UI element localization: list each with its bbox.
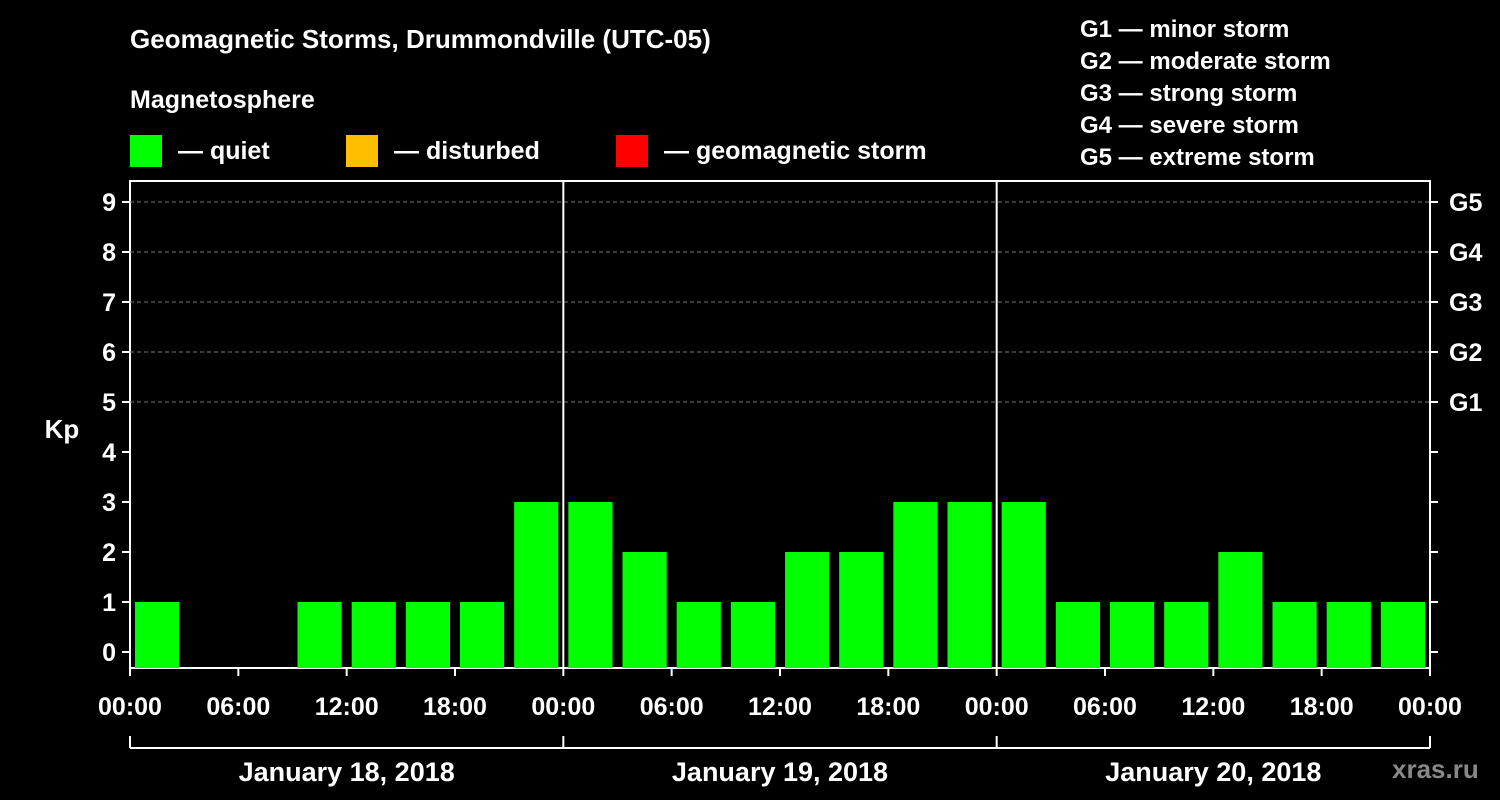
right-label-g4: G4: [1449, 239, 1482, 267]
storm-scale-g2: G2 — moderate storm: [1080, 48, 1331, 75]
day-label-1: January 19, 2018: [672, 757, 888, 787]
y-tick-label-3: 3: [102, 489, 116, 517]
y-tick-label-2: 2: [102, 539, 116, 567]
kp-bar-17: [1055, 602, 1100, 668]
kp-bar-21: [1272, 602, 1317, 668]
kp-bar-12: [785, 552, 830, 668]
x-tick-label-2: 12:00: [315, 693, 379, 721]
legend-label-storm: — geomagnetic storm: [664, 136, 927, 165]
kp-bar-20: [1218, 552, 1263, 668]
y-tick-label-6: 6: [102, 339, 116, 367]
y-tick-label-5: 5: [102, 389, 116, 417]
y-tick-label-7: 7: [102, 289, 116, 317]
kp-bar-9: [622, 552, 667, 668]
x-tick-label-12: 00:00: [1398, 693, 1462, 721]
right-label-g2: G2: [1449, 339, 1482, 367]
legend-label-disturbed: — disturbed: [394, 136, 540, 165]
y-tick-label-8: 8: [102, 239, 116, 267]
x-tick-label-9: 06:00: [1073, 693, 1137, 721]
legend-label-quiet: — quiet: [178, 136, 270, 165]
right-label-g5: G5: [1449, 189, 1482, 217]
legend-swatch-disturbed: [346, 135, 378, 167]
bars: [135, 502, 1425, 668]
right-axis: G1 G2 G3 G4 G5: [1430, 189, 1482, 653]
right-label-g3: G3: [1449, 289, 1482, 317]
x-tick-label-11: 18:00: [1290, 693, 1354, 721]
legend-item-storm: — geomagnetic storm: [616, 134, 927, 168]
y-axis: 0 1 2 3 4 5 6 7 8 9: [102, 189, 130, 667]
kp-bar-8: [568, 502, 613, 668]
x-tick-label-6: 12:00: [748, 693, 812, 721]
day-label-2: January 20, 2018: [1105, 757, 1321, 787]
grid-lines: [130, 201, 1430, 403]
storm-scale-list: G1 — minor storm G2 — moderate storm G3 …: [1080, 14, 1331, 174]
legend-item-disturbed: — disturbed: [346, 134, 540, 168]
kp-bar-23: [1380, 602, 1425, 668]
x-axis: 00:00 06:00 12:00 18:00 00:00 06:00 12:00 18:00…: [98, 668, 1462, 787]
storm-scale-g1: G1 — minor storm: [1080, 16, 1290, 43]
x-tick-label-0: 00:00: [98, 693, 162, 721]
kp-bar-3: [297, 602, 342, 668]
watermark: xras.ru: [1392, 754, 1479, 784]
y-axis-label: Kp: [45, 414, 80, 444]
day-label-0: January 18, 2018: [239, 757, 455, 787]
kp-bar-22: [1326, 602, 1371, 668]
chart-title: Geomagnetic Storms, Drummondville (UTC-0…: [130, 24, 711, 54]
day-separators: [562, 181, 998, 668]
legend-swatch-storm: [616, 135, 648, 167]
legend-title: Magnetosphere: [130, 86, 315, 114]
x-tick-label-10: 12:00: [1181, 693, 1245, 721]
y-tick-label-4: 4: [102, 439, 116, 467]
kp-bar-16: [1001, 502, 1046, 668]
y-tick-label-0: 0: [102, 639, 116, 667]
kp-bar-15: [947, 502, 992, 668]
right-label-g1: G1: [1449, 389, 1482, 417]
kp-bar-14: [893, 502, 938, 668]
x-tick-label-3: 18:00: [423, 693, 487, 721]
y-tick-label-9: 9: [102, 189, 116, 217]
kp-bar-13: [839, 552, 884, 668]
kp-bar-7: [514, 502, 559, 668]
kp-bar-19: [1164, 602, 1209, 668]
storm-scale-g5: G5 — extreme storm: [1080, 144, 1315, 171]
kp-bar-0: [135, 602, 180, 668]
legend-swatch-quiet: [130, 135, 162, 167]
x-tick-label-8: 00:00: [965, 693, 1029, 721]
x-tick-label-5: 06:00: [640, 693, 704, 721]
x-tick-label-7: 18:00: [856, 693, 920, 721]
kp-bar-4: [351, 602, 396, 668]
kp-bar-5: [405, 602, 450, 668]
storm-scale-g4: G4 — severe storm: [1080, 112, 1299, 139]
storm-scale-g3: G3 — strong storm: [1080, 80, 1298, 107]
kp-bar-11: [730, 602, 775, 668]
legend-item-quiet: — quiet: [130, 134, 270, 168]
kp-bar-10: [676, 602, 721, 668]
kp-bar-18: [1110, 602, 1155, 668]
kp-bar-6: [460, 602, 505, 668]
x-tick-label-4: 00:00: [531, 693, 595, 721]
x-tick-label-1: 06:00: [206, 693, 270, 721]
y-tick-label-1: 1: [102, 589, 116, 617]
